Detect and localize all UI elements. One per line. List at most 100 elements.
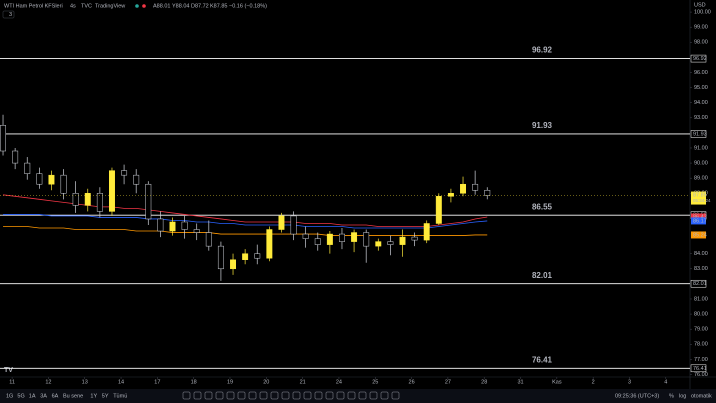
candle-body (387, 241, 394, 245)
y-tick-label: 84.00 (694, 251, 708, 257)
ohlc-change: −0.16 (−0.18%) (229, 3, 267, 9)
x-tick-label: 13 (82, 379, 88, 385)
drawing-tool[interactable] (270, 391, 279, 400)
x-tick-label: 14 (118, 379, 124, 385)
countdown: 05:34:24 (693, 198, 711, 203)
candle-body (36, 173, 43, 185)
drawing-tool[interactable] (237, 391, 246, 400)
last-price-label: 87.85 (693, 193, 707, 199)
candle-body (351, 232, 358, 242)
horizontal-line-label: 91.93 (532, 121, 553, 130)
range-button[interactable]: 5G (17, 393, 24, 399)
interval: 4s (70, 3, 76, 9)
x-tick-label: 27 (445, 379, 451, 385)
moving-average (3, 226, 488, 236)
y-tick-label: 78.00 (694, 342, 708, 348)
y-tick-label: 77.00 (694, 357, 708, 363)
drawing-tool[interactable] (358, 391, 367, 400)
auto-toggle[interactable]: otomatik (691, 393, 712, 399)
candle-body (24, 162, 31, 174)
x-tick-label: 3 (628, 379, 631, 385)
candle-body (109, 170, 115, 212)
range-button[interactable]: 3A (40, 393, 47, 399)
drawing-tool[interactable] (369, 391, 378, 400)
range-button[interactable]: Tümü (113, 393, 127, 399)
candle-body (193, 229, 200, 233)
price-tag-label: 96.92 (693, 56, 707, 62)
horizontal-line-label: 96.92 (532, 46, 553, 55)
ohlc-close: K87.85 (210, 3, 227, 9)
candle-body (169, 221, 176, 232)
range-button[interactable]: 1Y (90, 393, 97, 399)
y-tick-label: 79.00 (694, 327, 708, 333)
drawing-tool[interactable] (391, 391, 400, 400)
price-tag (691, 231, 706, 239)
clock: 09:25:36 (UTC+3) (615, 393, 659, 399)
x-tick-label: 31 (517, 379, 523, 385)
price-tag (690, 54, 707, 63)
candle-body (242, 253, 249, 260)
drawing-tool[interactable] (347, 391, 356, 400)
x-tick-label: 20 (263, 379, 269, 385)
price-tag (690, 279, 707, 288)
range-button[interactable]: Bu sene (63, 393, 83, 399)
ohlc-low: D87.72 (191, 3, 209, 9)
y-tick-label: 95.00 (694, 85, 708, 91)
candle-body (411, 236, 418, 241)
range-button[interactable]: 6A (52, 393, 59, 399)
log-toggle[interactable]: log (679, 393, 686, 399)
y-tick-label: 96.00 (694, 70, 708, 76)
drawing-tool[interactable] (193, 391, 202, 400)
indicators-toggle[interactable] (2, 10, 15, 19)
ohlc-open: A88.01 (153, 3, 170, 9)
y-tick-label: 94.00 (694, 100, 708, 106)
candle-body (460, 183, 467, 194)
price-tag (690, 364, 707, 373)
candle-body (278, 215, 285, 230)
y-tick-label: 91.00 (694, 145, 708, 151)
candle-body (314, 238, 321, 245)
candle-body (447, 193, 454, 197)
drawing-tool[interactable] (215, 391, 224, 400)
candle-body (326, 233, 333, 245)
drawing-tool[interactable] (380, 391, 389, 400)
drawing-tool[interactable] (204, 391, 213, 400)
candle-body (0, 125, 7, 152)
drawing-tool[interactable] (303, 391, 312, 400)
candle-body (157, 218, 164, 232)
range-button[interactable]: 1A (29, 393, 36, 399)
horizontal-line-label: 82.01 (532, 271, 553, 280)
range-button[interactable]: 1G (6, 393, 13, 399)
y-tick-label: 93.00 (694, 115, 708, 121)
bottom-toolbar (0, 389, 716, 403)
drawing-tool[interactable] (314, 391, 323, 400)
price-tag-label: 82.01 (693, 281, 707, 287)
drawing-tool[interactable] (182, 391, 191, 400)
x-tick-label: 24 (336, 379, 342, 385)
drawing-tool[interactable] (325, 391, 334, 400)
x-tick-label: Kas (552, 379, 562, 385)
percent-toggle[interactable]: % (669, 393, 674, 399)
moving-average (2, 194, 488, 227)
drawing-tool[interactable] (292, 391, 301, 400)
price-tag (690, 130, 707, 138)
y-tick-label: 83.00 (694, 266, 708, 272)
status-dot (135, 4, 139, 8)
drawing-tool[interactable] (226, 391, 235, 400)
candle-body (435, 196, 442, 224)
currency[interactable]: USD (694, 2, 706, 8)
drawing-tool[interactable] (259, 391, 268, 400)
candle-body (217, 245, 224, 270)
range-button[interactable]: 5Y (102, 393, 109, 399)
candle-body (121, 170, 128, 176)
drawing-tool[interactable] (248, 391, 257, 400)
candle-body (84, 193, 91, 206)
drawing-tool[interactable] (281, 391, 290, 400)
candle-body (230, 259, 236, 270)
drawing-tool[interactable] (336, 391, 345, 400)
horizontal-line-label: 76.41 (532, 355, 553, 364)
y-tick-label: 100.00 (694, 10, 711, 16)
candle-body (484, 190, 491, 196)
